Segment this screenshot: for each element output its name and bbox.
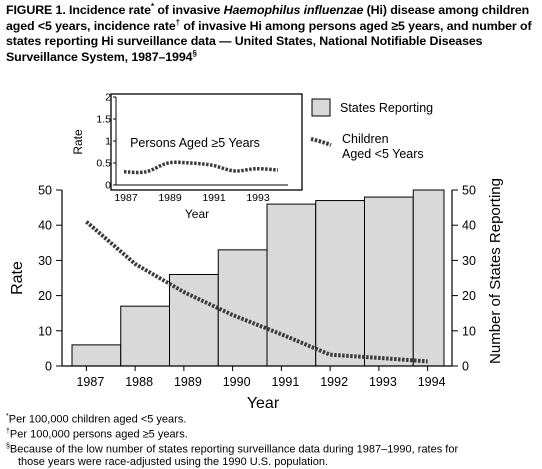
inset-x-tick-label-1991: 1991 [202,192,226,204]
y2-axis-label: Number of States Reporting [487,178,504,364]
y-tick-label-10: 10 [38,324,52,338]
inset-y-tick-label-1.5: 1.5 [96,114,111,126]
x-tick-label-1990: 1990 [223,375,251,389]
y-tick-label-0: 0 [45,360,52,374]
y-tick-label-40: 40 [38,219,52,233]
inset-y-tick-label-2: 2 [105,92,111,104]
bar-1993 [365,197,414,366]
y2-tick-label-20: 20 [462,289,476,303]
bar-1988 [121,306,170,366]
y2-tick-label-40: 40 [462,219,476,233]
x-tick-label-1989: 1989 [174,375,202,389]
bar-1994 [413,190,444,366]
footnote-2: †Per 100,000 persons aged ≥5 years. [6,426,540,441]
legend-bar-swatch [312,99,330,116]
legend-line-label-2: Aged <5 Years [342,147,424,161]
y2-tick-label-0: 0 [462,360,469,374]
bar-1987 [72,345,121,366]
x-tick-label-1993: 1993 [369,375,397,389]
y-axis-label: Rate [9,261,26,295]
inset-y-tick-label-1: 1 [105,136,111,148]
x-axis-label: Year [247,395,280,412]
bar-1990 [218,250,267,366]
y-tick-label-50: 50 [38,184,52,198]
y2-tick-label-50: 50 [462,184,476,198]
legend-line-swatch [311,139,331,145]
legend-line-label-1: Children [342,132,389,146]
inset-y-tick-label-0: 0 [105,180,111,192]
footnote-3: §Because of the low number of states rep… [6,441,540,456]
x-tick-label-1994: 1994 [418,375,446,389]
inset-y-axis-label: Rate [71,129,85,155]
inset-x-tick-label-1993: 1993 [246,192,270,204]
y-tick-label-30: 30 [38,254,52,268]
y2-tick-label-10: 10 [462,324,476,338]
inset-y-tick-label-0.5: 0.5 [96,158,111,170]
inset-x-tick-label-1987: 1987 [114,192,138,204]
footnotes: *Per 100,000 children aged <5 years. †Pe… [6,411,540,469]
inset-x-tick-label-1989: 1989 [158,192,182,204]
footnote-1: *Per 100,000 children aged <5 years. [6,411,540,426]
x-tick-label-1991: 1991 [271,375,299,389]
x-tick-label-1992: 1992 [320,375,348,389]
bar-1992 [316,201,365,366]
bar-1991 [267,204,316,366]
legend-bar-label: States Reporting [340,101,433,115]
y2-tick-label-30: 30 [462,254,476,268]
inset-x-axis-label: Year [185,207,209,221]
y-tick-label-20: 20 [38,289,52,303]
x-tick-label-1988: 1988 [125,375,153,389]
x-tick-label-1987: 1987 [76,375,104,389]
inset-title: Persons Aged ≥5 Years [130,136,260,150]
